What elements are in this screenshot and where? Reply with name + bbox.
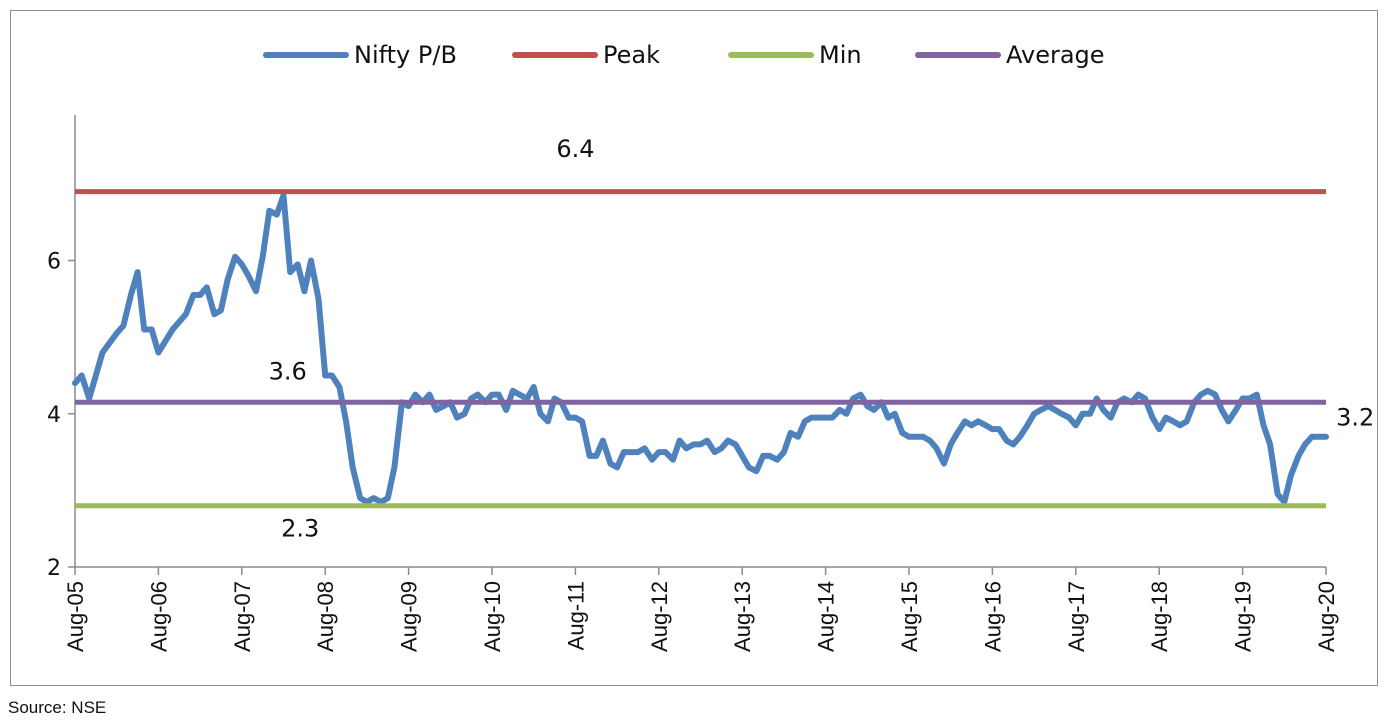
x-tick-label: Aug-10 bbox=[480, 581, 505, 652]
legend-label: Nifty P/B bbox=[354, 41, 457, 69]
data-label: 3.6 bbox=[269, 357, 307, 385]
x-tick-label: Aug-07 bbox=[230, 581, 255, 652]
x-tick-label: Aug-19 bbox=[1231, 581, 1256, 652]
x-tick-label: Aug-12 bbox=[647, 581, 672, 652]
x-tick-label: Aug-09 bbox=[397, 581, 422, 652]
chart-svg: Nifty P/B Peak Min Average 2 4 6 Aug-05 Aug-06 A… bbox=[47, 41, 1375, 652]
chart-frame: Nifty P/B Peak Min Average 2 4 6 Aug-05 Aug-06 A… bbox=[10, 10, 1378, 686]
series-nifty-pb-line bbox=[72, 192, 1329, 505]
x-tick-label: Aug-11 bbox=[563, 581, 588, 650]
y-tick-label: 4 bbox=[47, 403, 61, 428]
legend-label: Peak bbox=[603, 41, 660, 69]
x-tick-label: Aug-13 bbox=[730, 581, 755, 652]
x-tick-label: Aug-14 bbox=[814, 581, 839, 652]
annotations: 6.4 3.6 2.3 3.2 bbox=[269, 135, 1375, 542]
axes: 2 4 6 Aug-05 Aug-06 Aug-07 Aug-08 Aug-09 Aug-10 A… bbox=[47, 115, 1339, 652]
y-tick-label: 6 bbox=[47, 250, 61, 275]
legend: Nifty P/B Peak Min Average bbox=[263, 41, 1105, 69]
legend-label: Min bbox=[819, 41, 862, 69]
x-tick-label: Aug-16 bbox=[980, 581, 1005, 652]
y-tick-label: 2 bbox=[47, 556, 61, 581]
x-tick-label: Aug-17 bbox=[1064, 581, 1089, 652]
x-tick-label: Aug-05 bbox=[63, 581, 88, 652]
x-tick-label: Aug-08 bbox=[313, 581, 338, 652]
data-label: 2.3 bbox=[281, 514, 319, 542]
x-tick-label: Aug-15 bbox=[897, 581, 922, 652]
source-note: Source: NSE bbox=[8, 698, 107, 717]
data-label: 6.4 bbox=[556, 135, 594, 163]
x-tick-label: Aug-18 bbox=[1147, 581, 1172, 652]
x-tick-label: Aug-06 bbox=[146, 581, 171, 652]
legend-label: Average bbox=[1006, 41, 1105, 69]
x-tick-label: Aug-20 bbox=[1314, 581, 1339, 652]
plot-area bbox=[72, 189, 1329, 509]
data-label: 3.2 bbox=[1336, 403, 1374, 431]
